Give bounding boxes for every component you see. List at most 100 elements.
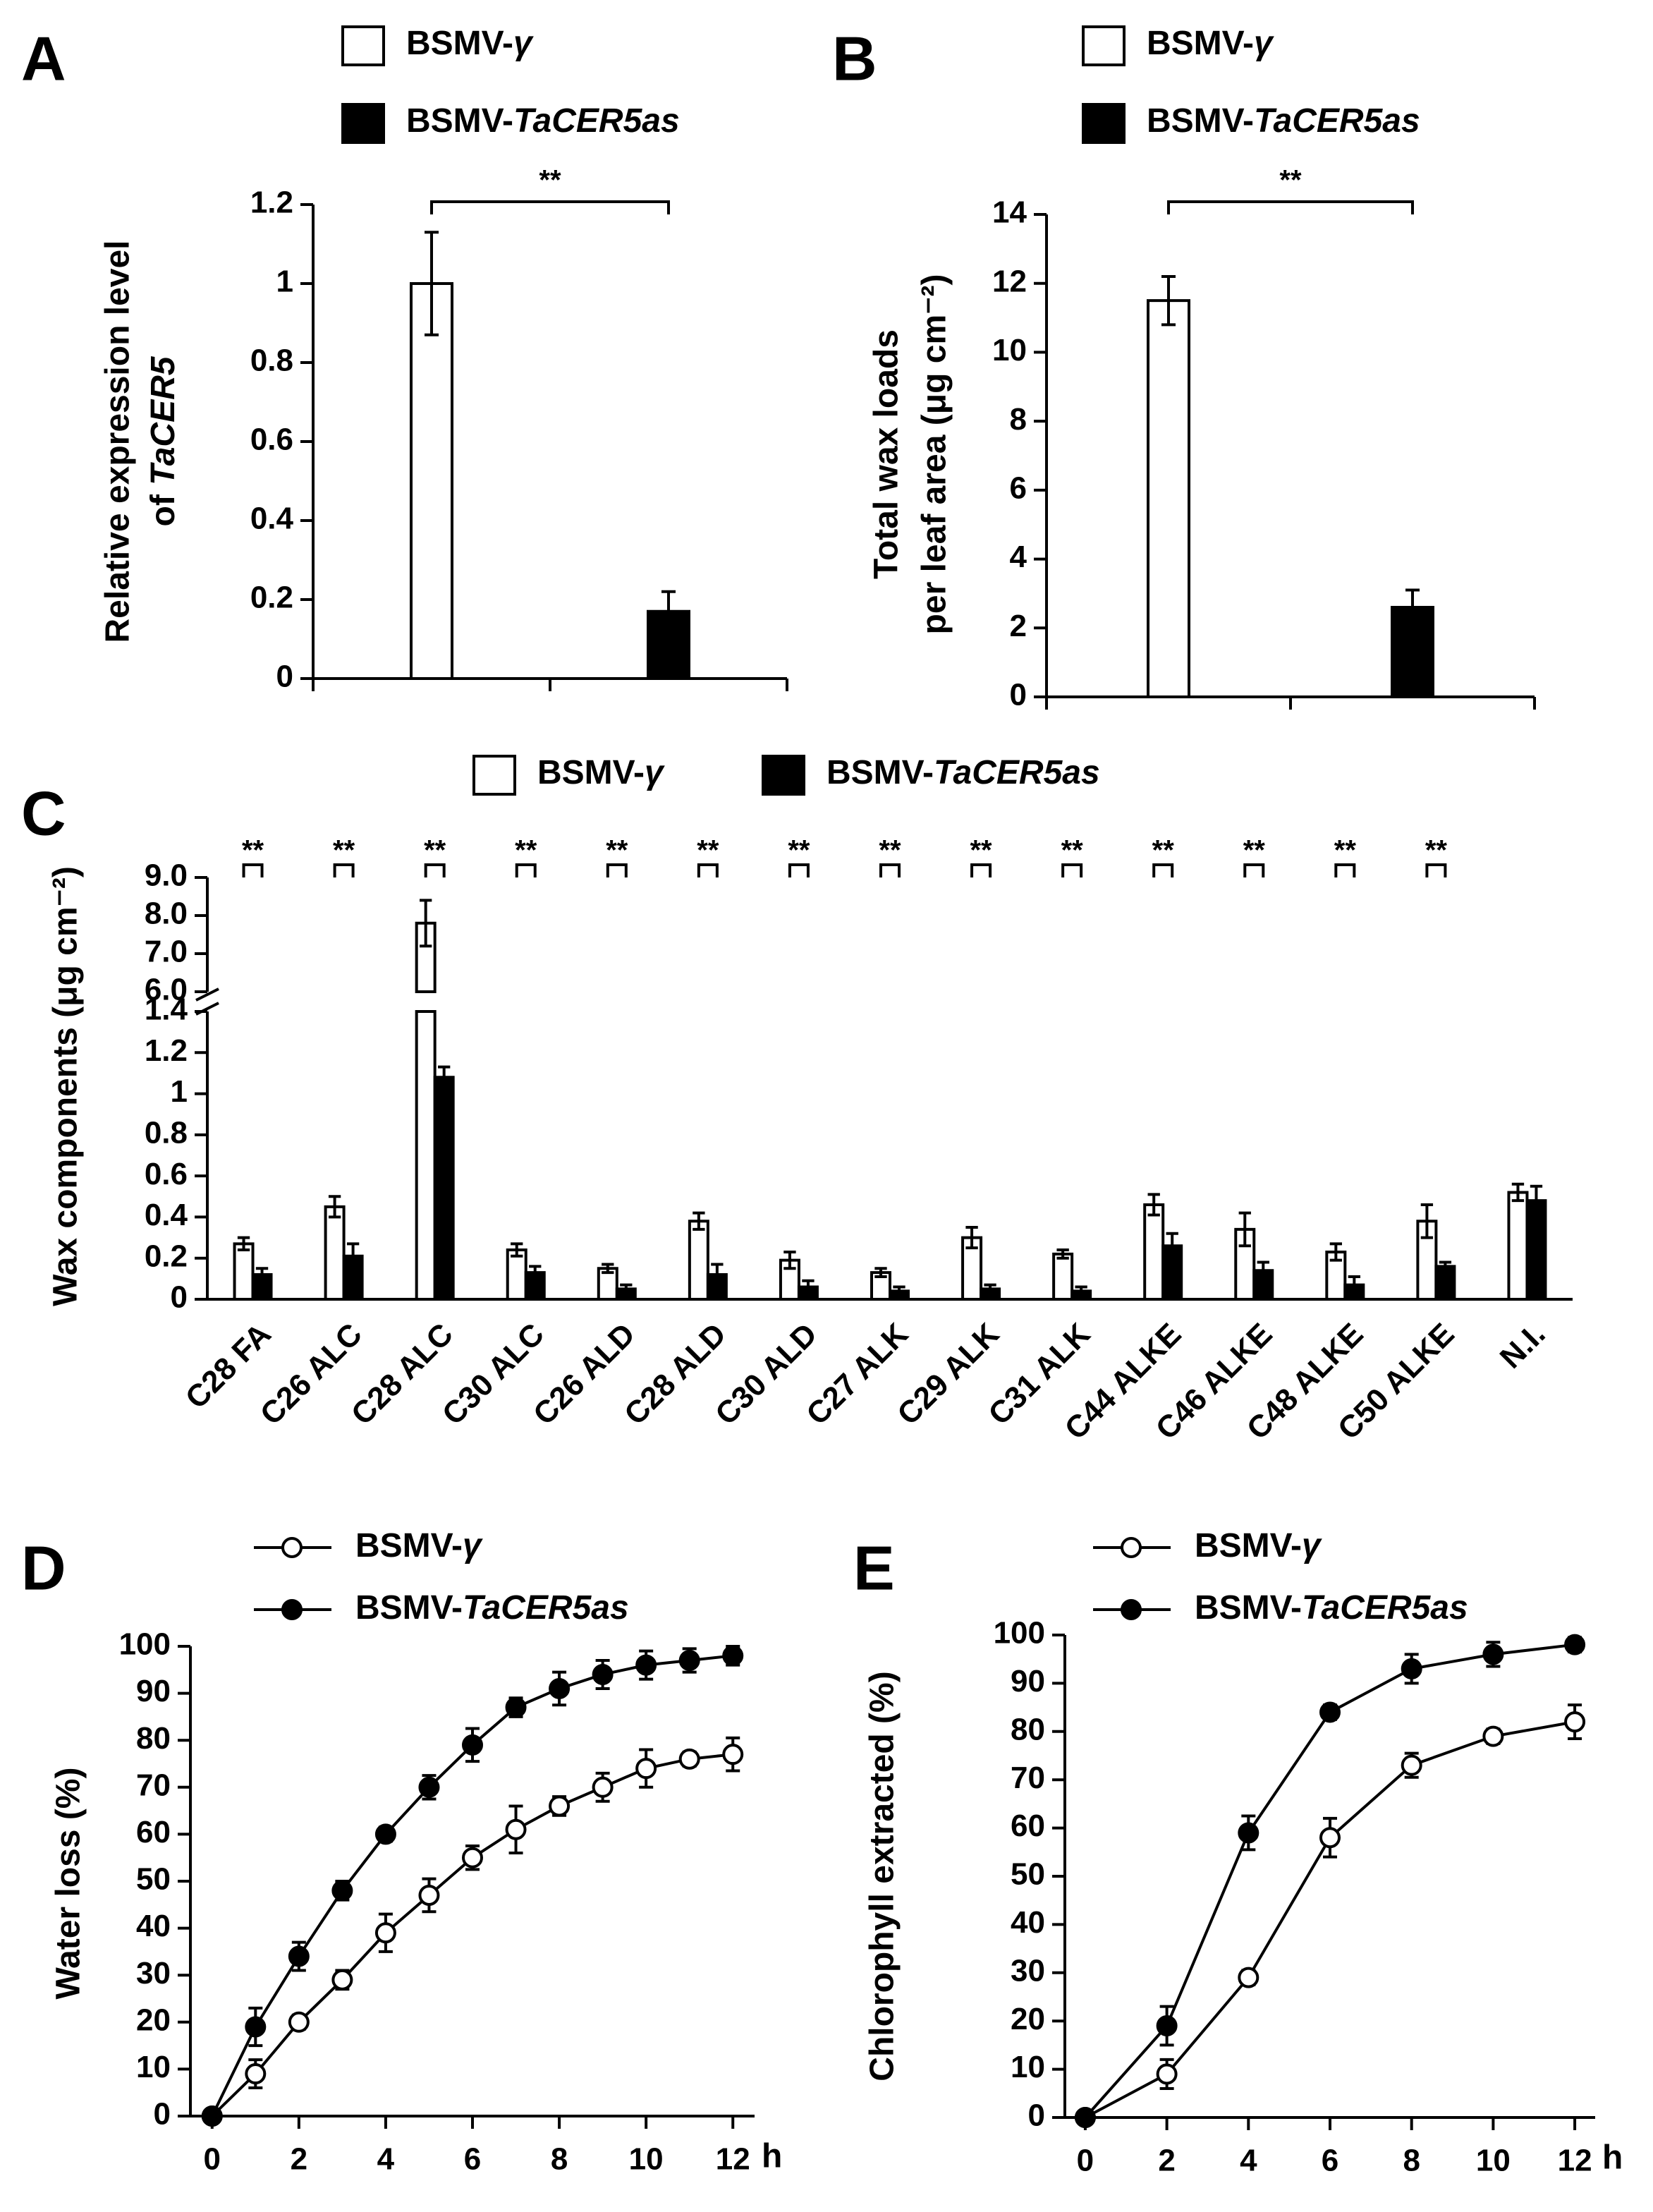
marker — [418, 1776, 440, 1798]
y-tick-label: 50 — [136, 1862, 171, 1897]
y-tick-label: 0.4 — [250, 502, 294, 536]
y-tick-label: 0 — [1010, 678, 1027, 712]
significance-label: ** — [1243, 835, 1266, 866]
marker — [1238, 1967, 1259, 1988]
significance-label: ** — [606, 835, 628, 866]
x-tick-label: 0 — [1077, 2144, 1094, 2178]
significance-label: ** — [1425, 835, 1448, 866]
y-tick-label: 1 — [171, 1074, 188, 1109]
error-bar — [1348, 1275, 1360, 1295]
x-tick-label: 8 — [1403, 2144, 1420, 2178]
marker — [1482, 1725, 1504, 1747]
error-bar — [620, 1283, 633, 1295]
error-bar — [1530, 1184, 1543, 1217]
significance-bracket — [430, 200, 670, 214]
y-tick-label: 10 — [1011, 2050, 1045, 2084]
y-tick-label: 4 — [1010, 540, 1027, 574]
error-bar — [346, 1242, 360, 1270]
series-line — [211, 1753, 733, 2117]
significance-label: ** — [515, 835, 537, 866]
y-tick-label: 30 — [136, 1956, 171, 1991]
error-bar — [511, 1242, 523, 1258]
y-tick-label: 2 — [1010, 609, 1027, 643]
marker — [635, 1654, 657, 1676]
bar — [1525, 1199, 1547, 1301]
axis-break — [195, 1002, 219, 1016]
marker — [1564, 1711, 1586, 1733]
marker — [1156, 2063, 1178, 2085]
y-tick-label: 1.4 — [145, 992, 188, 1027]
marker — [201, 2105, 223, 2127]
significance-bracket — [333, 863, 355, 877]
significance-bracket — [606, 863, 628, 877]
y-tick-label: 0.4 — [145, 1198, 188, 1232]
y-axis-label: Wax components (μg cm⁻²) — [47, 866, 85, 1306]
y-tick-label: 12 — [992, 264, 1027, 298]
y-tick-label: 1 — [276, 265, 293, 299]
bar — [324, 1205, 346, 1301]
significance-label: ** — [788, 835, 810, 866]
bar — [961, 1236, 983, 1301]
y-tick-label: 20 — [1011, 2002, 1045, 2036]
marker — [245, 2063, 267, 2085]
bar — [1507, 1191, 1529, 1301]
marker — [505, 1696, 527, 1718]
y-axis-label: of TaCER5 — [145, 356, 182, 526]
error-bar — [1056, 1248, 1069, 1260]
y-tick-label: 60 — [1011, 1809, 1045, 1843]
error-bar — [1147, 1193, 1160, 1217]
x-tick-label: 0 — [204, 2142, 221, 2177]
y-tick-label: 30 — [1011, 1953, 1045, 1988]
marker — [635, 1758, 657, 1780]
error-bar — [874, 1267, 887, 1278]
y-tick-label: 0.6 — [145, 1157, 188, 1191]
significance-bracket — [1334, 863, 1356, 877]
legend-swatch — [341, 103, 385, 144]
error-bar — [438, 1065, 451, 1089]
y-tick-label: 70 — [1011, 1761, 1045, 1795]
marker — [288, 2011, 310, 2033]
significance-bracket — [697, 863, 719, 877]
error-bar — [711, 1263, 724, 1287]
marker — [1238, 1822, 1259, 1844]
marker — [418, 1884, 440, 1906]
significance-bracket — [970, 863, 992, 877]
error-bar — [1329, 1242, 1342, 1262]
legend-marker — [281, 1599, 303, 1620]
y-tick-label: 10 — [136, 2050, 171, 2084]
series-line — [1084, 1720, 1575, 2119]
bar — [688, 1220, 709, 1301]
bar — [1143, 1203, 1165, 1301]
marker — [1401, 1658, 1422, 1679]
marker — [722, 1645, 744, 1667]
significance-label: ** — [539, 165, 561, 196]
significance-bracket — [424, 863, 446, 877]
y-tick-label: 8 — [1010, 402, 1027, 437]
y-tick-label: 6 — [1010, 470, 1027, 505]
x-tick-label: N.I. — [1494, 1317, 1552, 1375]
significance-bracket — [1243, 863, 1265, 877]
y-tick-label: 40 — [136, 1909, 171, 1943]
y-tick-label: 0 — [154, 2097, 171, 2132]
y-tick-label: 0.8 — [145, 1115, 188, 1150]
marker — [1401, 1754, 1422, 1776]
x-axis-label: h — [1602, 2139, 1623, 2177]
marker — [374, 1823, 396, 1845]
y-tick-label: 20 — [136, 2003, 171, 2037]
panel-label: D — [21, 1533, 66, 1603]
y-tick-label: 70 — [136, 1768, 171, 1802]
bar — [647, 609, 690, 680]
error-bar — [1405, 588, 1420, 626]
x-tick-label: 8 — [551, 2142, 568, 2177]
legend-marker — [1121, 1537, 1142, 1558]
y-tick-label: 8.0 — [145, 897, 188, 931]
legend-label: BSMV-TaCER5as — [826, 754, 1100, 791]
significance-label: ** — [1061, 835, 1084, 866]
legend-swatch — [1082, 25, 1126, 66]
legend-label: BSMV-TaCER5as — [1195, 1589, 1468, 1627]
x-tick-label: 4 — [1240, 2144, 1257, 2178]
marker — [462, 1847, 483, 1868]
error-bar — [984, 1283, 996, 1295]
panel-label: A — [21, 23, 66, 93]
